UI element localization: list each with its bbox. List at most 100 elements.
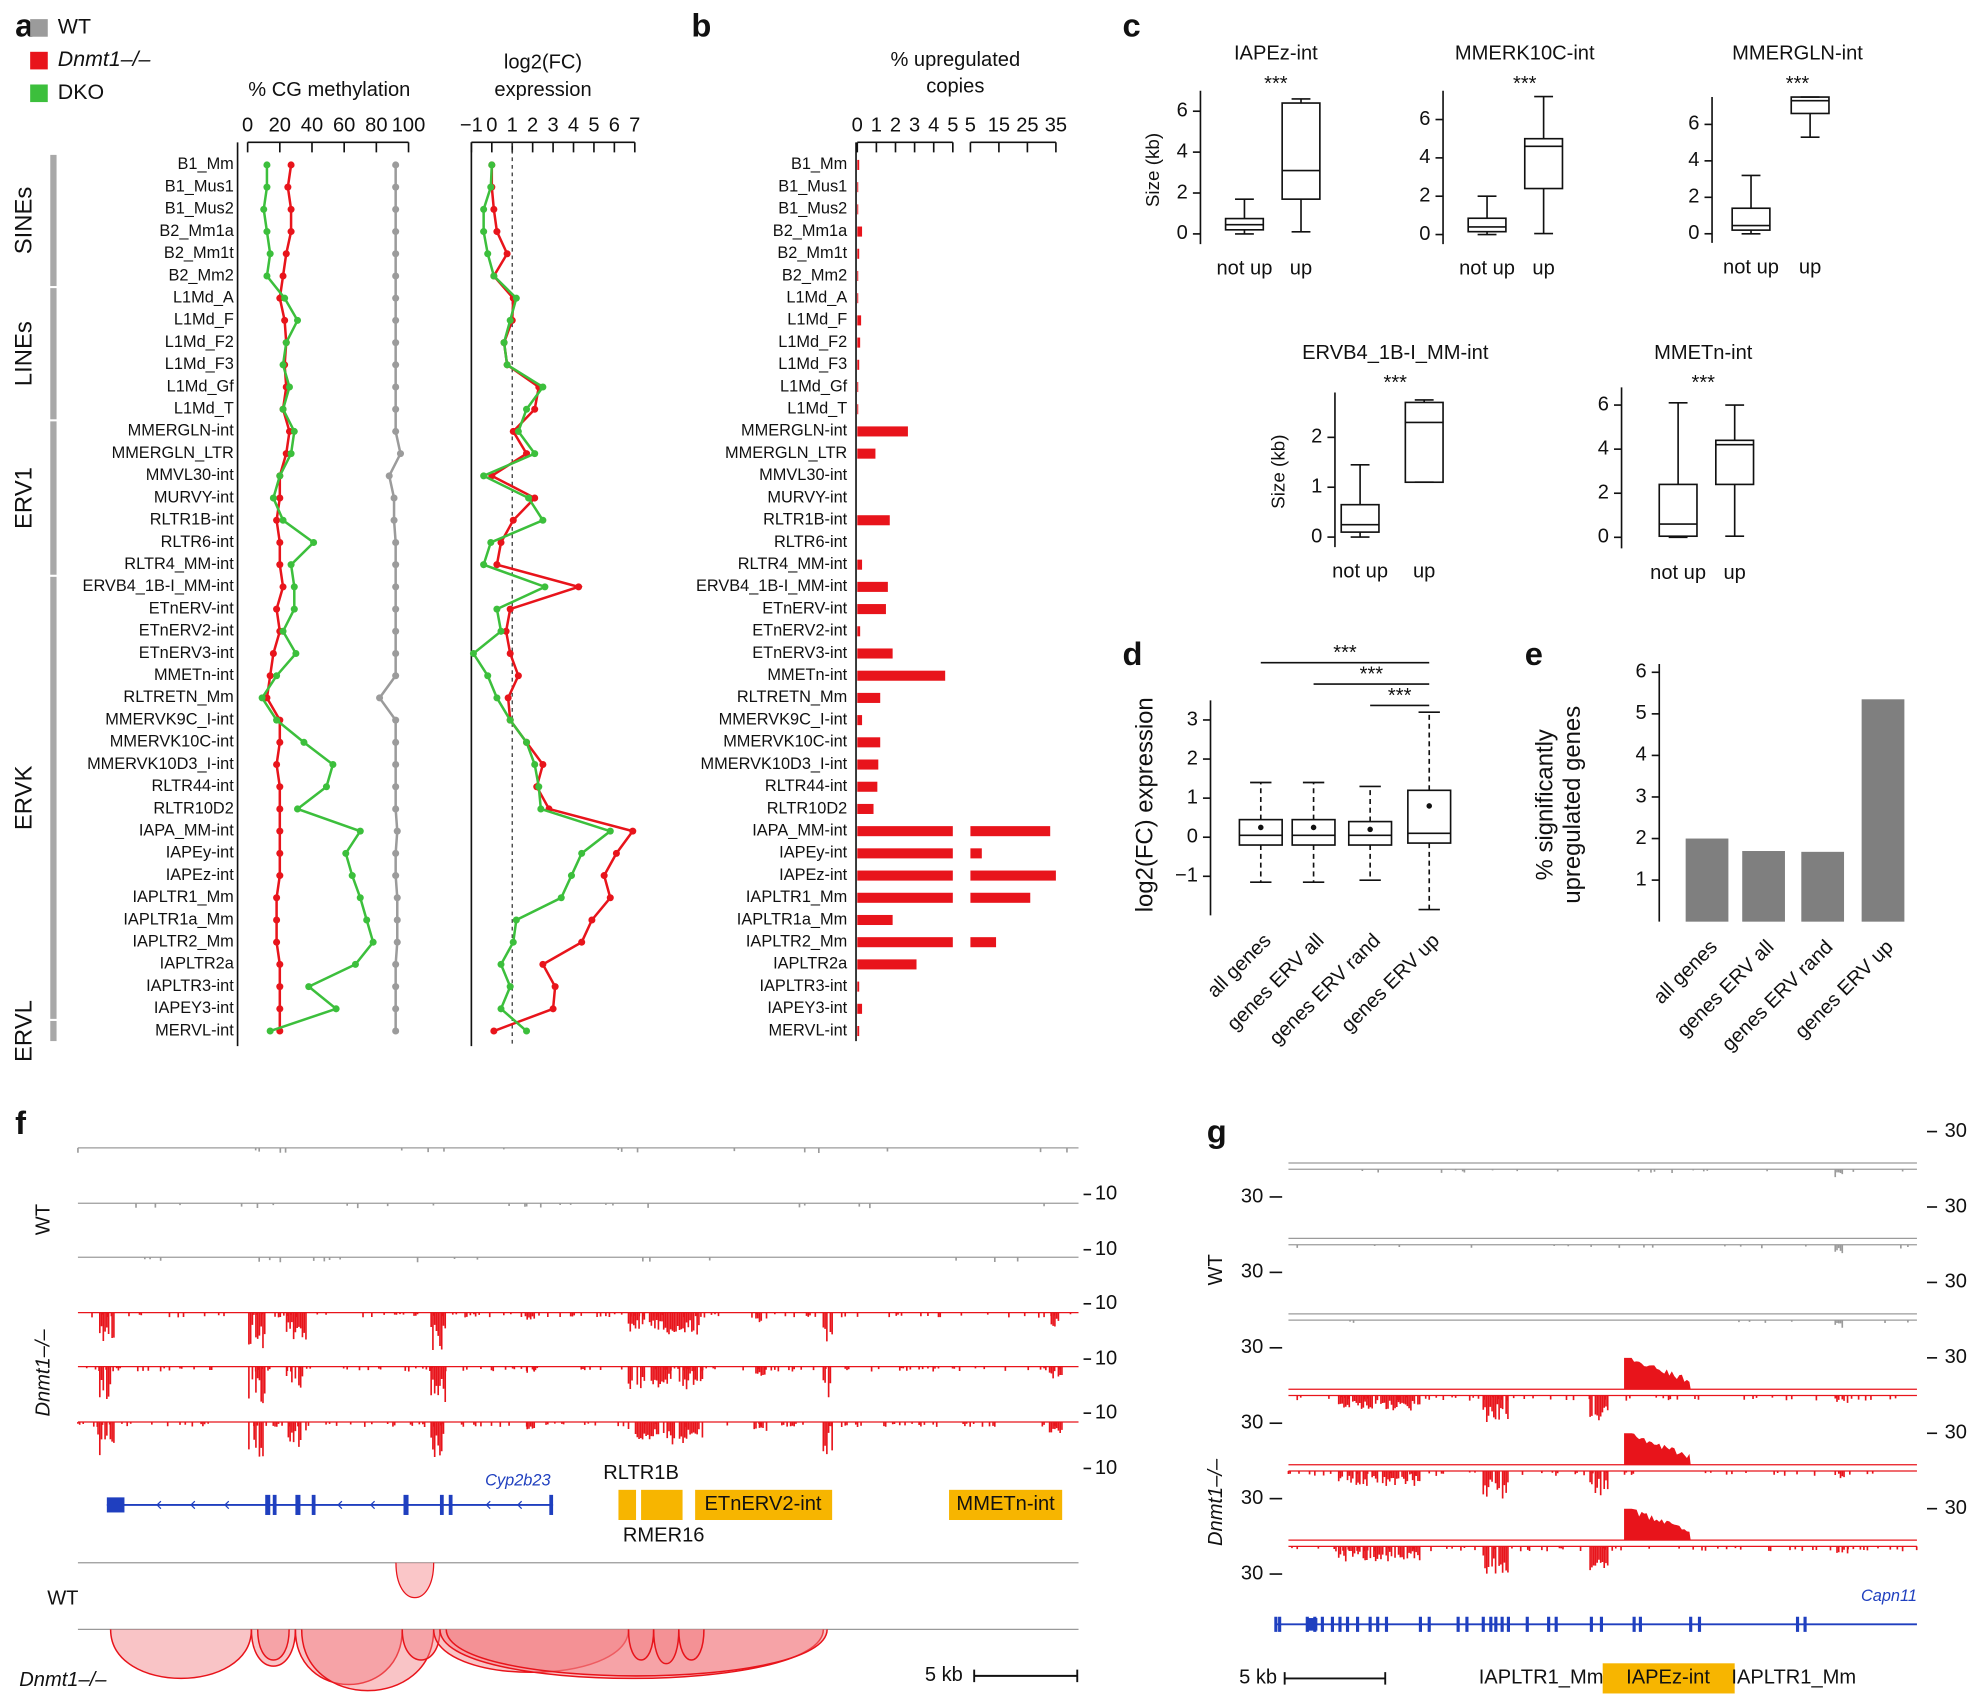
sample-label: Dnmt1–/– xyxy=(1205,1458,1227,1546)
panel-label: f xyxy=(15,1104,26,1141)
point xyxy=(356,827,364,835)
point xyxy=(578,938,586,946)
coverage xyxy=(1834,1320,1844,1328)
point xyxy=(273,761,281,769)
track-scale-label: 30 xyxy=(1241,1487,1263,1509)
coverage xyxy=(526,1366,536,1373)
y-tick-label: 2 xyxy=(1177,181,1188,203)
category-label: IAPEz-int xyxy=(166,866,235,884)
x-tick-label: 3 xyxy=(909,114,920,136)
point xyxy=(392,427,400,435)
coverage xyxy=(430,1312,447,1351)
point xyxy=(279,361,287,369)
point xyxy=(276,872,284,880)
coverage xyxy=(1482,1546,1509,1574)
point xyxy=(281,316,289,324)
exon xyxy=(439,1494,444,1515)
coverage xyxy=(248,1312,266,1349)
category-label: MMERVK10C-int xyxy=(110,733,234,751)
coverage xyxy=(1296,1244,1909,1249)
category-label: L1Md_F2 xyxy=(778,333,847,351)
point xyxy=(351,960,359,968)
category-label: RLTR6-int xyxy=(774,533,848,551)
point xyxy=(393,916,401,924)
point xyxy=(497,1005,505,1013)
category-label: MURVY-int xyxy=(767,488,847,506)
junction-arc xyxy=(652,1629,680,1665)
legend-swatch xyxy=(30,19,48,37)
point xyxy=(392,872,400,880)
category-label: IAPLTR2a xyxy=(773,955,848,973)
point xyxy=(356,894,364,902)
group-bar xyxy=(50,1020,57,1042)
point xyxy=(332,1005,340,1013)
point xyxy=(276,960,284,968)
point xyxy=(276,561,284,569)
point xyxy=(392,383,400,391)
point xyxy=(487,538,495,546)
point xyxy=(276,294,284,302)
point xyxy=(392,294,400,302)
coverage xyxy=(285,1366,304,1388)
category-label: L1Md_F xyxy=(787,311,847,329)
category-label: MMERGLN_LTR xyxy=(112,444,234,462)
y-tick-label: 0 xyxy=(1177,222,1188,244)
box xyxy=(1404,401,1444,484)
bar xyxy=(857,759,879,770)
coverage xyxy=(753,1421,768,1431)
coverage xyxy=(1048,1421,1063,1434)
bar xyxy=(857,692,881,703)
bar xyxy=(857,426,908,437)
point xyxy=(287,561,295,569)
coverage xyxy=(287,1421,307,1447)
point xyxy=(292,649,300,658)
element-label: ETnERV2-int xyxy=(705,1493,822,1515)
point xyxy=(348,872,356,880)
coverage xyxy=(85,1366,1061,1372)
bar xyxy=(857,248,860,259)
point xyxy=(392,339,400,347)
box xyxy=(1340,503,1380,533)
y-tick-label: 6 xyxy=(1177,100,1188,122)
point xyxy=(503,250,511,258)
x-tick-label: −1 xyxy=(460,114,483,136)
series-line xyxy=(260,164,375,1033)
repeat-element xyxy=(695,1489,833,1521)
point xyxy=(279,516,287,524)
category-label: IAPLTR1a_Mm xyxy=(123,910,233,928)
coverage xyxy=(1337,1395,1421,1411)
point xyxy=(392,538,400,546)
y-tick-label: 1 xyxy=(1187,786,1198,808)
category-label: MMERVK9C_I-int xyxy=(719,710,848,728)
element-label: IAPLTR1_Mm xyxy=(1731,1667,1856,1689)
coverage xyxy=(755,1366,766,1376)
point xyxy=(293,805,302,813)
point xyxy=(392,161,400,169)
point xyxy=(393,938,401,946)
point xyxy=(539,516,547,524)
scale-bar xyxy=(1283,1672,1387,1685)
y-tick-label: 1 xyxy=(1636,868,1647,890)
point xyxy=(276,783,284,791)
y-axis-label: upregulated genes xyxy=(1559,706,1586,904)
coverage xyxy=(1834,1244,1844,1254)
group-bar xyxy=(50,154,57,287)
category-label: MMERVK10D3_I-int xyxy=(701,755,848,773)
point xyxy=(523,1027,531,1035)
category-label: MMVL30-int xyxy=(146,466,234,484)
y-tick-label: −1 xyxy=(1175,865,1198,887)
point xyxy=(276,1005,284,1013)
sample-label: Dnmt1–/– xyxy=(32,1329,54,1417)
point xyxy=(279,583,287,591)
category-label: IAPLTR2_Mm xyxy=(132,933,233,951)
title: % upregulated xyxy=(890,49,1020,71)
point xyxy=(263,183,271,191)
bar xyxy=(857,959,917,970)
title: log2(FC) xyxy=(504,51,582,73)
group-label: ERVL xyxy=(10,1000,37,1062)
point xyxy=(531,761,539,769)
point xyxy=(276,983,284,991)
x-tick-label: 1 xyxy=(507,114,518,136)
x-tick-label: not up xyxy=(1332,561,1388,583)
group-bar xyxy=(50,576,57,1019)
